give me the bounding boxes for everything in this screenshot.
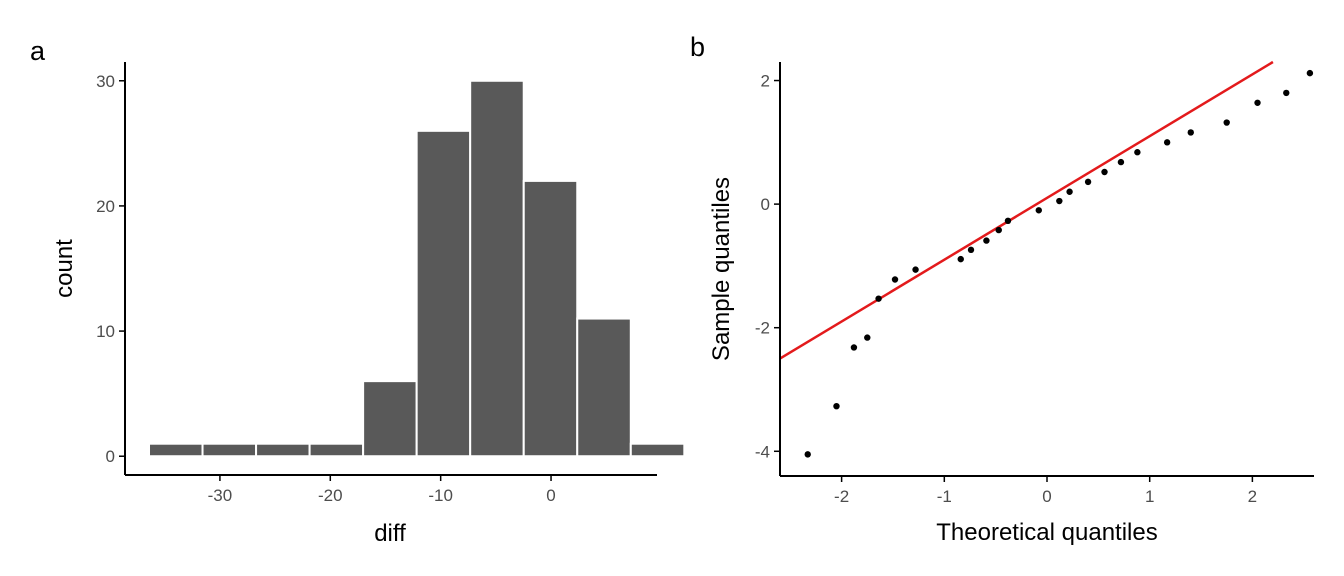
qq-point — [833, 402, 840, 410]
qq-point — [1187, 129, 1194, 136]
y-tick-label: 0 — [761, 195, 770, 214]
histogram-bar — [362, 380, 418, 458]
y-tick-label: -2 — [755, 319, 770, 338]
histogram-x-ticks: -30 -20 -10 0 — [208, 475, 556, 505]
histogram-panel: 0 10 20 30 -30 -20 -10 0 diff count — [51, 62, 686, 547]
y-tick-label: 20 — [96, 197, 115, 216]
qq-point — [995, 226, 1002, 234]
qq-y-ticks: -4 -2 0 2 — [755, 72, 780, 461]
qq-plot-panel: -4 -2 0 2 -2 -1 0 1 2 Theoretical quantiles Sam… — [708, 60, 1314, 546]
histogram-bar — [308, 442, 365, 458]
qq-point — [1223, 119, 1230, 126]
histogram-y-axis-title: count — [51, 239, 78, 298]
qq-point — [912, 266, 919, 273]
x-tick-label: 0 — [546, 486, 555, 505]
panel-b-label: b — [690, 32, 705, 62]
qq-point — [1066, 188, 1073, 195]
x-tick-label: -2 — [834, 487, 849, 506]
histogram-bar — [629, 442, 686, 458]
histogram-bar — [415, 129, 472, 458]
qq-point — [1254, 99, 1261, 106]
histogram-bar — [469, 79, 525, 458]
x-tick-label: -1 — [937, 487, 952, 506]
qq-point — [1004, 217, 1012, 225]
histogram-bar — [522, 179, 579, 458]
qq-point — [1306, 69, 1314, 77]
histogram-bar — [201, 442, 258, 458]
histogram-bar — [576, 317, 632, 458]
y-tick-label: -4 — [755, 442, 770, 461]
qq-point — [983, 237, 990, 244]
qq-point — [1056, 197, 1063, 205]
qq-point — [864, 334, 871, 341]
histogram-x-axis-title: diff — [374, 520, 406, 547]
x-tick-label: -20 — [318, 486, 343, 505]
histogram-y-ticks: 0 10 20 30 — [96, 72, 125, 466]
x-tick-label: 1 — [1145, 487, 1154, 506]
qq-reference-line — [779, 60, 1274, 360]
qq-point — [891, 276, 899, 283]
histogram-bar — [255, 442, 311, 458]
y-tick-label: 2 — [761, 72, 770, 91]
y-tick-label: 30 — [96, 72, 115, 91]
qq-point — [875, 295, 882, 302]
qq-point — [1101, 168, 1108, 176]
histogram-bar — [148, 442, 204, 458]
x-tick-label: -30 — [208, 486, 233, 505]
qq-point — [1117, 158, 1125, 166]
qq-point — [957, 255, 964, 263]
qq-point — [967, 246, 975, 254]
histogram-bars — [148, 79, 686, 458]
y-tick-label: 0 — [106, 447, 115, 466]
qq-x-axis-title: Theoretical quantiles — [936, 519, 1157, 546]
x-tick-label: -10 — [428, 486, 453, 505]
qq-point — [804, 451, 811, 458]
qq-point — [1163, 139, 1171, 146]
panel-a-label: a — [30, 36, 46, 66]
qq-point — [1134, 149, 1141, 156]
qq-points — [804, 69, 1314, 458]
y-tick-label: 10 — [96, 322, 115, 341]
qq-y-axis-title: Sample quantiles — [708, 177, 735, 361]
x-tick-label: 0 — [1042, 487, 1051, 506]
qq-point — [1283, 89, 1290, 97]
x-tick-label: 2 — [1248, 487, 1257, 506]
qq-x-ticks: -2 -1 0 1 2 — [834, 476, 1257, 506]
qq-point — [1035, 207, 1042, 214]
qq-point — [850, 344, 858, 351]
qq-point — [1084, 178, 1092, 186]
